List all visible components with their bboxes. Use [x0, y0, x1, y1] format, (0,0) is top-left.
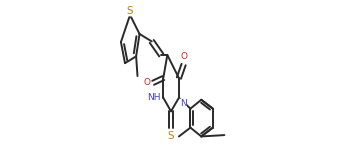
Text: O: O	[144, 78, 151, 87]
Text: N: N	[180, 99, 186, 108]
Text: S: S	[168, 131, 174, 141]
Text: S: S	[127, 6, 133, 16]
Text: O: O	[180, 52, 187, 61]
Text: NH: NH	[147, 93, 161, 102]
